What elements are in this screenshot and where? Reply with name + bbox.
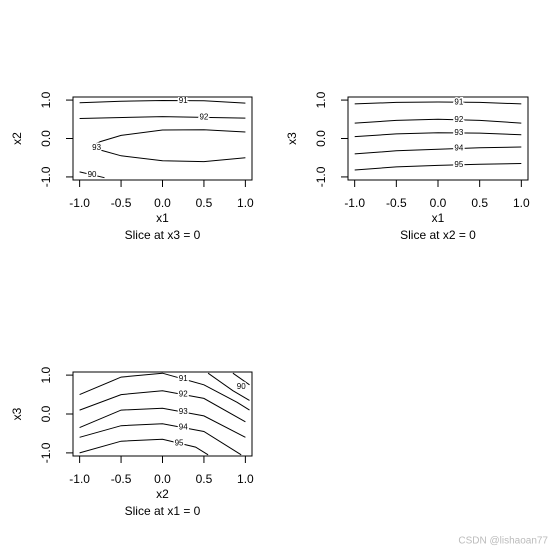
subtitle: Slice at x1 = 0 bbox=[125, 504, 201, 518]
y-tick-label: 1.0 bbox=[39, 366, 53, 383]
contour-label: 91 bbox=[179, 96, 188, 105]
contour-line bbox=[91, 129, 246, 163]
x-tick-label: -1.0 bbox=[69, 196, 90, 210]
x-tick-label: -0.5 bbox=[386, 196, 407, 210]
x-tick-label: 1.0 bbox=[513, 196, 530, 210]
contour-line bbox=[79, 372, 250, 411]
y-axis-label: x2 bbox=[10, 132, 24, 145]
contour-label: 92 bbox=[454, 115, 463, 124]
x-tick-label: 0.0 bbox=[154, 196, 171, 210]
x-tick-label: 0.0 bbox=[154, 472, 171, 486]
contour-line bbox=[207, 372, 250, 401]
y-tick-label: -1.0 bbox=[39, 442, 53, 463]
y-tick-label: 1.0 bbox=[314, 91, 328, 108]
contour-line bbox=[79, 171, 105, 179]
y-tick-label: -1.0 bbox=[39, 166, 53, 187]
x-tick-label: -0.5 bbox=[111, 472, 132, 486]
contour-line bbox=[79, 116, 246, 119]
contour-line bbox=[354, 163, 522, 171]
x-axis-label: x1 bbox=[432, 211, 445, 225]
contour-label: 93 bbox=[92, 143, 101, 152]
x-tick-label: 1.0 bbox=[237, 472, 254, 486]
contour-label: 94 bbox=[454, 144, 463, 153]
contour-label: 91 bbox=[179, 374, 188, 383]
x-tick-label: -0.5 bbox=[111, 196, 132, 210]
contour-line bbox=[79, 407, 246, 438]
y-tick-label: -1.0 bbox=[314, 166, 328, 187]
contour-label: 92 bbox=[199, 112, 208, 121]
x-tick-label: -1.0 bbox=[344, 196, 365, 210]
x-axis-label: x1 bbox=[156, 211, 169, 225]
contour-label: 93 bbox=[454, 128, 463, 137]
contour-line bbox=[79, 438, 209, 456]
contour-label: 90 bbox=[237, 382, 246, 391]
contour-line bbox=[79, 99, 246, 104]
contour-label: 95 bbox=[454, 160, 463, 169]
y-tick-label: 1.0 bbox=[39, 91, 53, 108]
x-tick-label: 0.5 bbox=[196, 196, 213, 210]
x-tick-label: -1.0 bbox=[69, 472, 90, 486]
contour-label: 91 bbox=[454, 97, 463, 106]
x-tick-label: 0.5 bbox=[196, 472, 213, 486]
x-axis-label: x2 bbox=[156, 487, 169, 501]
y-axis-label: x3 bbox=[10, 407, 24, 420]
contours: 91 92 93 90 bbox=[79, 96, 246, 180]
y-tick-label: 0.0 bbox=[39, 130, 53, 147]
contour-line bbox=[79, 390, 246, 423]
subtitle: Slice at x3 = 0 bbox=[125, 228, 201, 242]
contour-label: 90 bbox=[88, 170, 97, 179]
contours: 91 92 93 94 95 bbox=[354, 97, 522, 171]
watermark: CSDN @lishaoan77 bbox=[458, 536, 548, 547]
contour-label: 92 bbox=[179, 390, 188, 399]
x-tick-label: 1.0 bbox=[237, 196, 254, 210]
y-axis-label: x3 bbox=[285, 132, 299, 145]
contours: 91 90 92 93 94 95 bbox=[79, 372, 250, 456]
subtitle: Slice at x2 = 0 bbox=[400, 228, 476, 242]
x-tick-label: 0.0 bbox=[430, 196, 447, 210]
y-tick-label: 0.0 bbox=[314, 130, 328, 147]
y-tick-label: 0.0 bbox=[39, 405, 53, 422]
contour-line bbox=[354, 118, 522, 124]
contour-label: 93 bbox=[179, 407, 188, 416]
contour-line bbox=[354, 101, 522, 105]
contour-line bbox=[79, 423, 242, 456]
contour-label: 95 bbox=[175, 438, 184, 447]
contour-label: 94 bbox=[179, 423, 188, 432]
contour-line bbox=[354, 146, 522, 155]
contour-line bbox=[354, 132, 522, 138]
x-tick-label: 0.5 bbox=[471, 196, 488, 210]
